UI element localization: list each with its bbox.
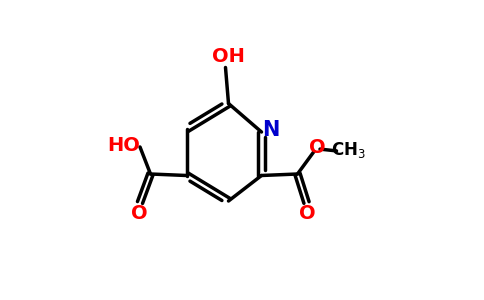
Text: O: O: [299, 204, 316, 224]
Text: O: O: [131, 204, 148, 224]
Text: HO: HO: [107, 136, 140, 155]
Text: N: N: [262, 121, 279, 140]
Text: O: O: [309, 138, 326, 158]
Text: CH$_3$: CH$_3$: [331, 140, 366, 160]
Text: OH: OH: [212, 46, 245, 66]
